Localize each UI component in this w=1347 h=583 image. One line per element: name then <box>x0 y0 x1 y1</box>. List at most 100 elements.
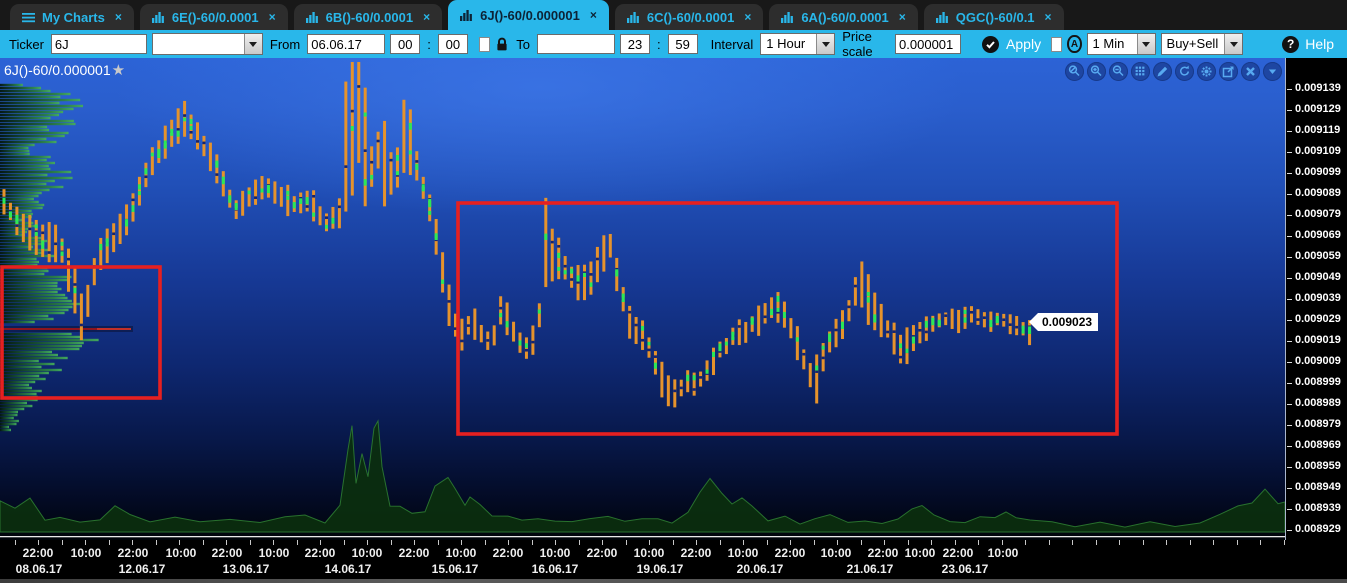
price-axis-tick <box>1287 236 1292 237</box>
time-axis-tick <box>907 540 909 545</box>
main-toolbar: Ticker From : To : Interval 1 Hour Price… <box>0 29 1347 59</box>
refresh-interval-select[interactable]: 1 Min <box>1086 33 1156 55</box>
to-label: To <box>516 36 530 52</box>
price-axis-tick <box>1287 194 1292 195</box>
apply-label: Apply <box>1006 36 1042 52</box>
tab-qgc-60-0-1[interactable]: QGC()-60/0.1 × <box>923 4 1064 30</box>
interval-select[interactable]: 1 Hour <box>760 33 836 55</box>
apply-button[interactable]: Apply <box>982 35 1042 53</box>
auto-refresh-checkbox[interactable] <box>1051 36 1063 52</box>
chart-toolbar <box>1065 62 1282 81</box>
tab-close-icon[interactable]: × <box>589 8 597 22</box>
bar-chart-icon <box>305 11 319 23</box>
time-axis-tick <box>249 540 251 545</box>
refresh-interval-arrow-icon[interactable] <box>1136 34 1155 54</box>
time-axis-tick <box>461 540 462 545</box>
time-axis-label: 22:00 <box>867 546 899 560</box>
chart-zoom-out-icon[interactable] <box>1109 62 1128 81</box>
tab-label: QGC()-60/0.1 <box>955 9 1035 25</box>
price-axis[interactable]: 0.009139 0.009129 0.009119 0.009109 0.009099… <box>1285 58 1347 540</box>
price-axis-tick <box>1287 404 1292 405</box>
tab-close-icon[interactable]: × <box>1044 10 1052 24</box>
order-mode-select[interactable]: Buy+Sell <box>1160 33 1244 55</box>
symbol-select-arrow-icon[interactable] <box>243 34 262 54</box>
price-axis-tick <box>1287 530 1292 531</box>
time-axis-tick <box>202 540 204 545</box>
tab-close-icon[interactable]: × <box>268 10 276 24</box>
time-axis-label: 22:00 <box>398 546 430 560</box>
chart-expand-icon[interactable] <box>1219 62 1238 81</box>
to-min-input[interactable] <box>667 34 698 54</box>
date-axis-label: 20.06.17 <box>736 562 784 576</box>
time-axis-tick <box>343 540 345 545</box>
chart-settings-icon[interactable] <box>1197 62 1216 81</box>
price-axis-label: 0.008999 <box>1295 376 1341 388</box>
time-axis-tick <box>837 540 838 545</box>
time-axis-tick <box>1025 540 1026 545</box>
symbol-select-value <box>153 34 244 54</box>
tab-close-icon[interactable]: × <box>898 10 906 24</box>
tab-6a-60-0-0001[interactable]: 6A()-60/0.0001 × <box>769 4 918 30</box>
chart-cursor-zoom-icon[interactable] <box>1065 62 1084 81</box>
chart-grid-icon[interactable] <box>1131 62 1150 81</box>
tab-close-icon[interactable]: × <box>744 10 752 24</box>
time-axis-tick <box>437 540 439 545</box>
tab-6j-60-0-000001[interactable]: 6J()-60/0.000001 × <box>448 0 609 30</box>
chart-close-icon[interactable] <box>1241 62 1260 81</box>
chart-panel[interactable]: 6J()-60/0.000001★ 0.009023 <box>0 58 1285 540</box>
favorite-star-icon[interactable]: ★ <box>111 62 126 79</box>
time-axis-tick <box>1283 540 1285 545</box>
time-axis-label: 10:00 <box>351 546 383 560</box>
help-label: Help <box>1305 36 1334 52</box>
from-hour-input[interactable] <box>390 34 421 54</box>
auto-refresh-icon[interactable]: A <box>1067 35 1082 53</box>
help-button[interactable]: ? Help <box>1282 35 1334 53</box>
chart-refresh-icon[interactable] <box>1175 62 1194 81</box>
symbol-select[interactable] <box>151 33 263 55</box>
price-axis-label: 0.008969 <box>1295 439 1341 451</box>
interval-select-arrow-icon[interactable] <box>816 34 835 54</box>
price-axis-label: 0.008959 <box>1295 460 1341 472</box>
time-axis-tick <box>625 540 627 545</box>
tab-6b-60-0-0001[interactable]: 6B()-60/0.0001 × <box>293 4 443 30</box>
tab-6c-60-0-0001[interactable]: 6C()-60/0.0001 × <box>614 4 764 30</box>
tab-close-icon[interactable]: × <box>423 10 431 24</box>
time-axis-tick <box>1213 540 1214 545</box>
chart-collapse-icon[interactable] <box>1263 62 1282 81</box>
time-axis-tick <box>790 540 791 545</box>
price-axis-tick <box>1287 110 1292 111</box>
price-axis-label: 0.009009 <box>1295 355 1341 367</box>
price-axis-tick <box>1287 341 1292 342</box>
time-axis-label: 10:00 <box>820 546 852 560</box>
chart-canvas[interactable] <box>0 58 1285 540</box>
price-scale-input[interactable] <box>895 34 962 54</box>
time-axis-tick <box>1166 540 1167 545</box>
time-axis-tick <box>414 540 415 545</box>
tab-close-icon[interactable]: × <box>114 10 122 24</box>
time-axis-tick <box>954 540 956 545</box>
time-axis-tick <box>696 540 697 545</box>
time-axis[interactable]: 22:00 10:00 22:00 10:00 22:00 10:00 22:00 10:00… <box>0 540 1347 579</box>
time-axis-tick <box>743 540 744 545</box>
to-date-input[interactable] <box>536 34 615 54</box>
chart-draw-icon[interactable] <box>1153 62 1172 81</box>
order-mode-arrow-icon[interactable] <box>1224 34 1243 54</box>
to-hour-input[interactable] <box>619 34 650 54</box>
price-axis-tick <box>1287 131 1292 132</box>
time-axis-tick <box>1095 540 1097 545</box>
from-min-input[interactable] <box>437 34 468 54</box>
from-lock-checkbox[interactable] <box>478 36 491 52</box>
time-axis-tick <box>1119 540 1120 545</box>
tab-6e-60-0-0001[interactable]: 6E()-60/0.0001 × <box>139 4 288 30</box>
tab-my-charts[interactable]: My Charts × <box>10 4 134 30</box>
tab-label: 6B()-60/0.0001 <box>325 9 414 25</box>
time-axis-tick <box>1142 540 1144 545</box>
time-axis-label: 22:00 <box>680 546 712 560</box>
apply-check-icon <box>982 35 1000 53</box>
price-axis-label: 0.009139 <box>1295 82 1341 94</box>
ticker-input[interactable] <box>50 34 147 54</box>
from-date-input[interactable] <box>307 34 386 54</box>
time-axis-tick <box>531 540 533 545</box>
chart-zoom-in-icon[interactable] <box>1087 62 1106 81</box>
price-axis-tick <box>1287 278 1292 279</box>
